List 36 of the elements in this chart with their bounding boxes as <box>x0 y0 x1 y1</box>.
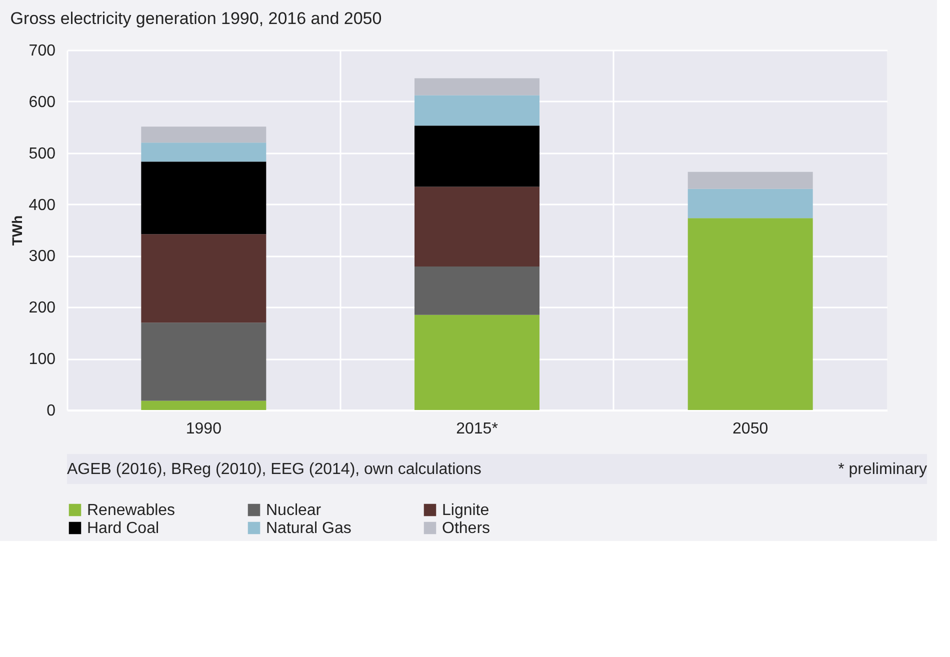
bar <box>141 400 266 410</box>
y-tick-label: 700 <box>28 42 56 60</box>
bar <box>141 142 266 162</box>
legend-label: Lignite <box>442 502 490 519</box>
y-tick-label: 300 <box>28 248 56 266</box>
bar <box>141 126 266 143</box>
y-tick-label: 0 <box>46 402 56 420</box>
bar <box>414 78 540 96</box>
bar <box>688 218 813 410</box>
legend-label: Hard Coal <box>87 520 160 537</box>
bar <box>414 126 540 187</box>
text: AGEB (2016), BReg (2010), EEG (2014), own calculations <box>67 461 482 478</box>
legend-label: Renewables <box>87 502 176 519</box>
bar <box>141 322 266 401</box>
y-tick-label: 100 <box>28 351 56 368</box>
legend-label: Natural Gas <box>266 520 352 537</box>
bar <box>688 172 813 189</box>
bar <box>141 162 266 234</box>
bar <box>414 186 540 267</box>
y-tick-label: 600 <box>28 94 56 111</box>
bar <box>141 234 266 323</box>
x-tick-label: 2050 <box>732 420 768 438</box>
bar <box>414 95 540 126</box>
text: * preliminary <box>838 461 927 478</box>
bar <box>688 188 813 218</box>
chart-title: Gross electricity generation 1990, 2016 and 2050 <box>10 9 382 28</box>
x-tick-label: 2015* <box>456 420 498 438</box>
y-tick-label: 500 <box>28 145 56 162</box>
bar <box>414 314 540 410</box>
y-tick-label: 400 <box>28 196 56 214</box>
legend-label: Nuclear <box>266 502 322 519</box>
bar <box>414 266 540 315</box>
y-tick-label: 200 <box>28 300 56 317</box>
y-axis-title: TWh <box>8 215 25 246</box>
x-tick-label: 1990 <box>186 420 222 438</box>
legend-label: Others <box>442 520 490 537</box>
